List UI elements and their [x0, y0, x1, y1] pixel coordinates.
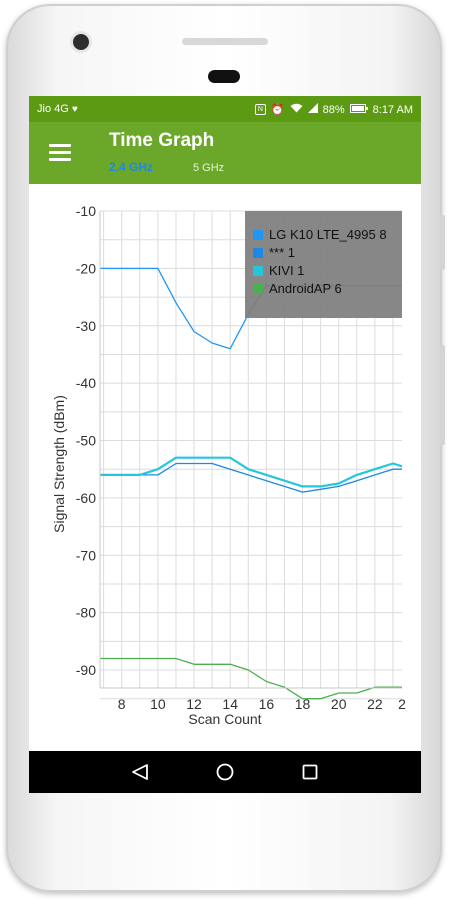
legend-swatch	[253, 266, 263, 276]
legend-label: LG K10 LTE_4995 8	[269, 227, 387, 242]
series-line	[100, 462, 402, 493]
legend-swatch	[253, 248, 263, 258]
earpiece	[208, 70, 240, 83]
y-tick-label: -20	[76, 260, 96, 276]
front-camera	[73, 34, 89, 50]
x-tick-label: 16	[259, 696, 275, 712]
y-tick-label: -70	[76, 547, 96, 563]
navigation-bar	[29, 751, 421, 793]
page-title: Time Graph	[109, 130, 215, 151]
y-tick-label: -80	[76, 605, 96, 621]
y-tick-label: -10	[76, 203, 96, 219]
speaker-grille	[182, 38, 268, 45]
y-tick-label: -50	[76, 433, 96, 449]
legend-swatch	[253, 230, 263, 240]
time-graph-chart: -10 -20 -30 -40 -50 -60 -70 -80 -90 8 10 12 14 16 18 20…	[51, 203, 406, 727]
x-tick-label: 18	[295, 696, 311, 712]
wifi-icon	[290, 103, 303, 116]
hamburger-menu-icon[interactable]	[49, 144, 71, 161]
x-tick-label: 14	[222, 696, 238, 712]
x-axis-title: Scan Count	[188, 711, 261, 727]
x-tick-label: 20	[331, 696, 347, 712]
clock: 8:17 AM	[372, 103, 413, 116]
x-tick-label: 8	[118, 696, 126, 712]
legend-label: KIVI 1	[269, 263, 304, 278]
x-tick-label: 10	[150, 696, 166, 712]
toolbar: Time Graph 2.4 GHz 5 GHz	[29, 122, 421, 184]
y-axis-title: Signal Strength (dBm)	[51, 395, 67, 533]
legend-box	[245, 211, 402, 318]
screen: Jio 4G ♥ N ⏰ 88% 8:17 AM Time Graph 2.4 …	[29, 96, 421, 793]
x-tick-label: 2	[398, 696, 406, 712]
tab-5-ghz[interactable]: 5 GHz	[193, 162, 225, 174]
home-icon[interactable]	[200, 751, 250, 793]
y-tick-label: -30	[76, 318, 96, 334]
legend-label: AndroidAP 6	[269, 281, 342, 296]
nfc-icon: N	[254, 104, 266, 115]
legend-swatch	[253, 284, 263, 294]
chart-axes: -10 -20 -30 -40 -50 -60 -70 -80 -90 8 10 12 14 16 18 20…	[51, 203, 406, 727]
y-tick-label: -60	[76, 490, 96, 506]
battery-icon	[349, 103, 368, 116]
signal-icon	[307, 103, 318, 116]
carrier-label: Jio 4G	[37, 103, 69, 115]
legend-label: *** 1	[269, 245, 295, 260]
y-tick-label: -90	[76, 662, 96, 678]
chart-legend: LG K10 LTE_4995 8 *** 1 KIVI 1 AndroidAP 6	[245, 211, 402, 318]
series-line	[100, 657, 402, 700]
recents-icon[interactable]	[285, 751, 335, 793]
power-button	[440, 345, 445, 445]
tab-2-4-ghz[interactable]: 2.4 GHz	[109, 160, 154, 174]
back-icon[interactable]	[115, 751, 165, 793]
y-tick-label: -40	[76, 375, 96, 391]
x-tick-label: 22	[367, 696, 383, 712]
series-line	[100, 456, 403, 488]
battery-percent: 88%	[322, 103, 345, 116]
status-bar: Jio 4G ♥ N ⏰ 88% 8:17 AM	[29, 96, 421, 122]
alarm-icon: ⏰	[270, 104, 285, 116]
volume-button	[440, 215, 445, 270]
heart-icon: ♥	[71, 104, 78, 115]
x-tick-label: 12	[186, 696, 202, 712]
